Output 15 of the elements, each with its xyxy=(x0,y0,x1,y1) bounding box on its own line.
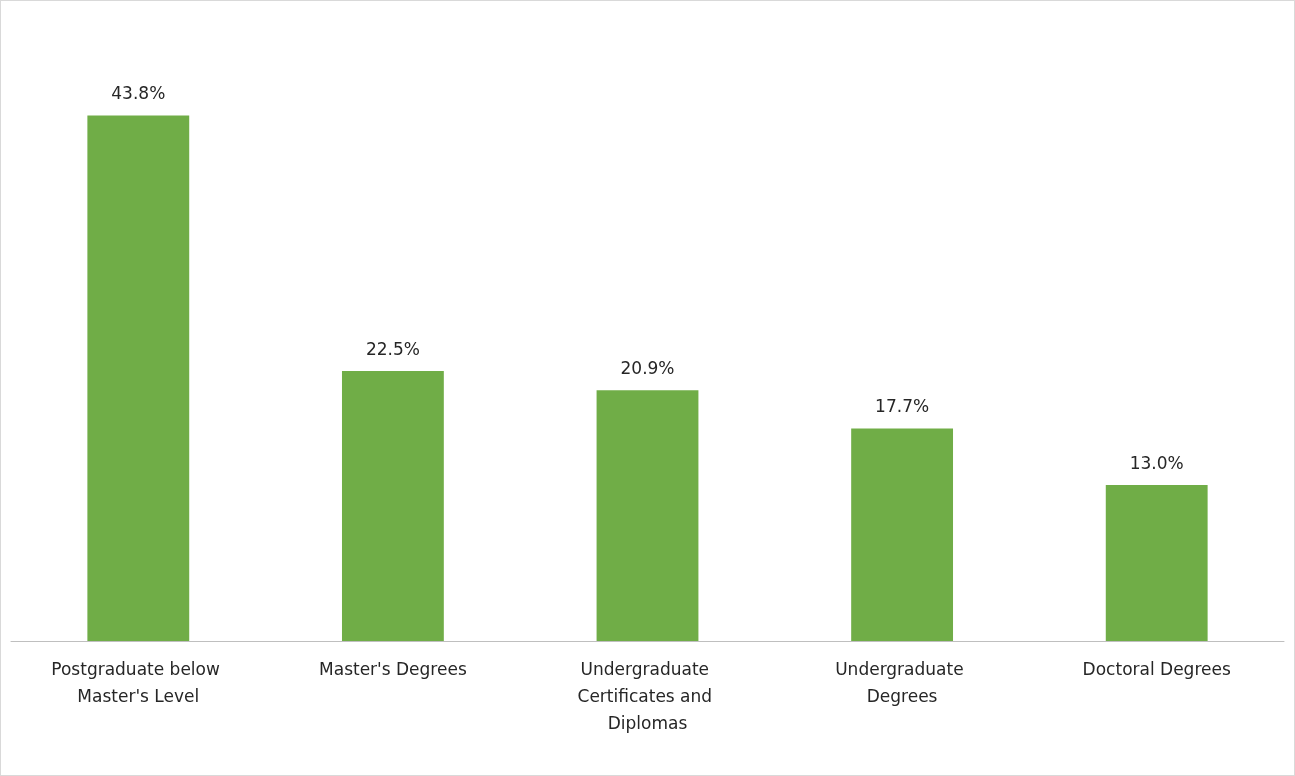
x-tick-label: Undergraduate Certificates and Diplomas xyxy=(577,658,718,733)
bar xyxy=(851,428,954,641)
data-label: 43.8% xyxy=(111,82,166,103)
x-tick-label: Master's Degrees xyxy=(319,658,467,679)
data-label: 13.0% xyxy=(1129,452,1184,473)
x-tick-label: Doctoral Degrees xyxy=(1082,658,1231,679)
data-label: 22.5% xyxy=(365,338,420,359)
bar xyxy=(1105,485,1208,641)
x-tick-label: Postgraduate below Master's Level xyxy=(51,658,226,706)
bar xyxy=(341,371,444,641)
data-label: 20.9% xyxy=(620,357,675,378)
data-label: 17.7% xyxy=(875,396,930,417)
bar xyxy=(87,115,190,641)
x-tick-label: Undergraduate Degrees xyxy=(835,658,970,706)
bar xyxy=(596,390,699,641)
